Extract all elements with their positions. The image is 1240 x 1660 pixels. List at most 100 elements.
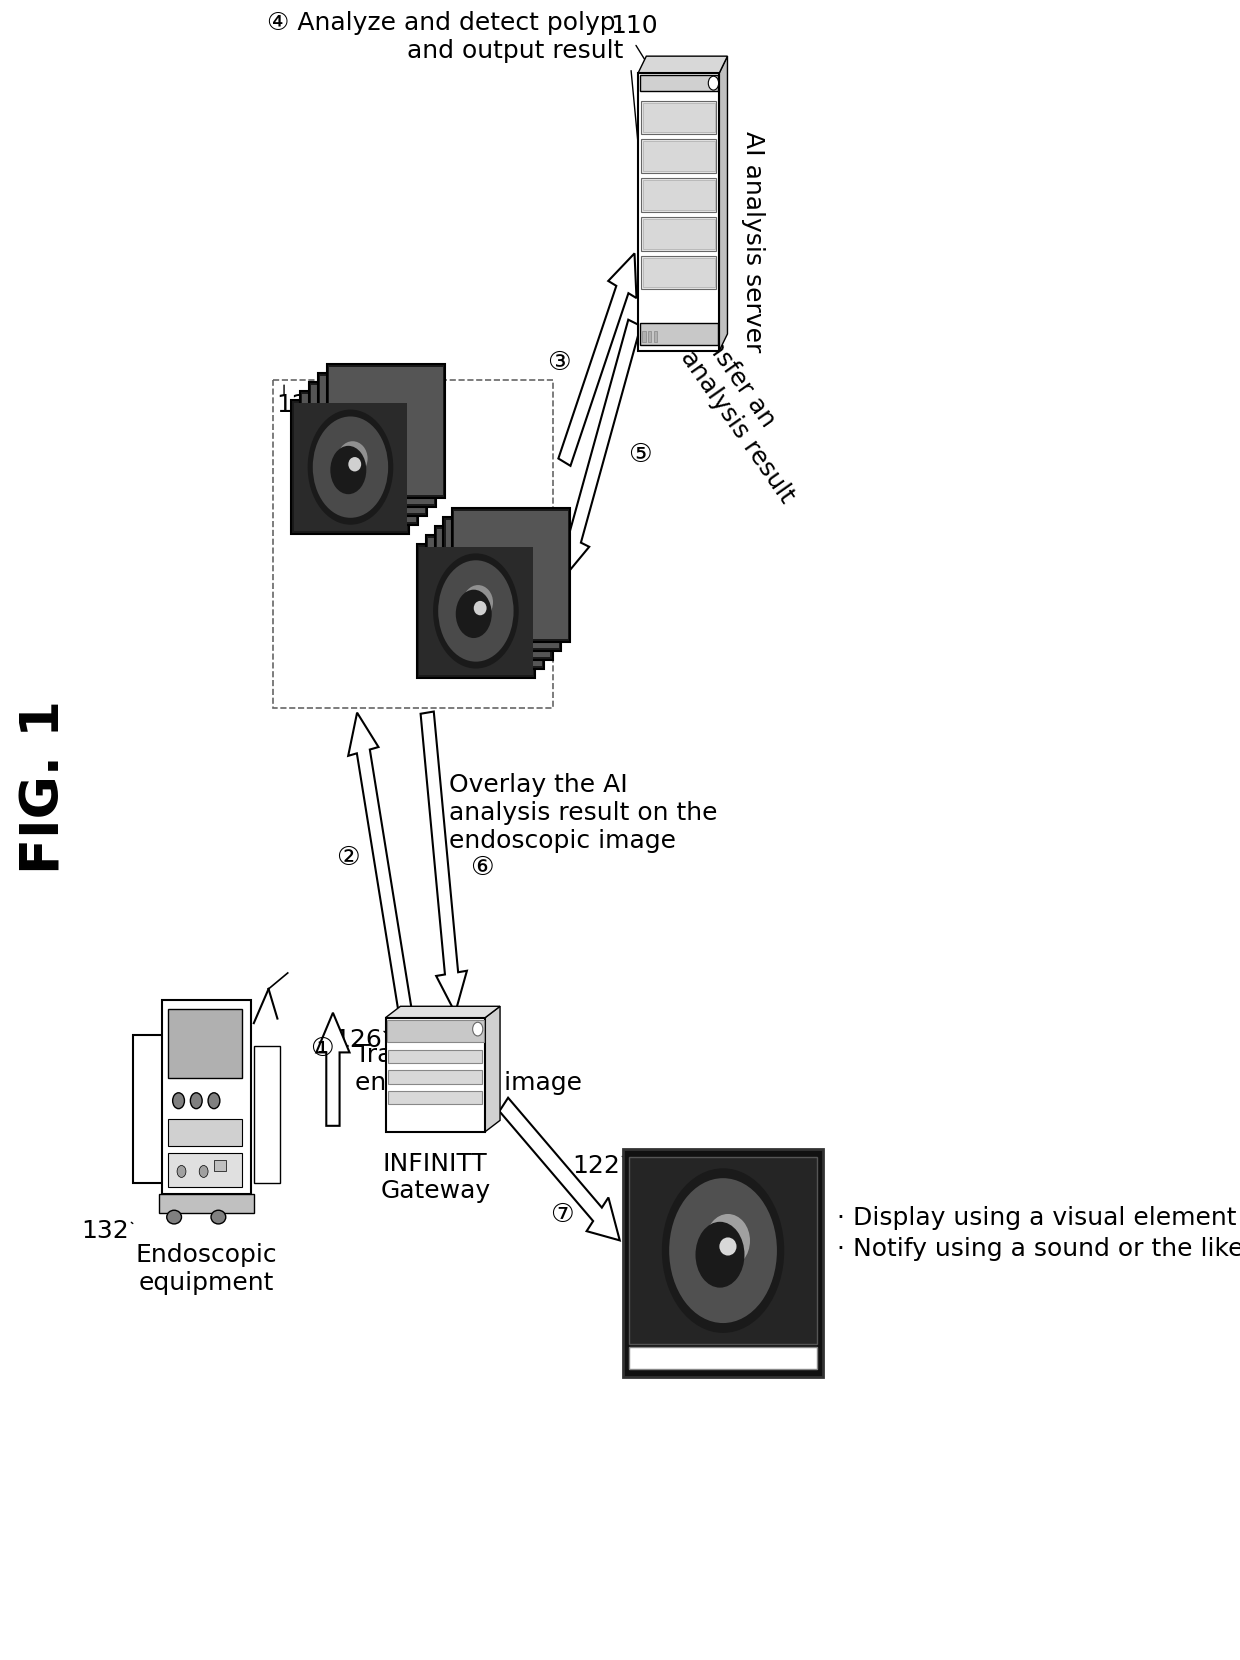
Ellipse shape bbox=[166, 1210, 181, 1223]
Ellipse shape bbox=[474, 601, 486, 616]
Bar bbox=[641, 217, 717, 251]
Text: 110: 110 bbox=[610, 13, 658, 38]
Bar bbox=[291, 400, 409, 535]
Bar bbox=[162, 1001, 250, 1194]
Bar bbox=[425, 535, 544, 669]
Bar bbox=[630, 1157, 817, 1345]
Bar bbox=[160, 1194, 254, 1212]
Text: · Notify using a sound or the like: · Notify using a sound or the like bbox=[837, 1237, 1240, 1262]
Circle shape bbox=[662, 1169, 784, 1333]
Circle shape bbox=[708, 76, 719, 90]
Polygon shape bbox=[560, 320, 641, 576]
Bar bbox=[653, 330, 657, 342]
Bar bbox=[169, 1119, 242, 1147]
Bar bbox=[169, 1154, 242, 1187]
Circle shape bbox=[696, 1222, 744, 1288]
Bar bbox=[329, 367, 443, 495]
Ellipse shape bbox=[348, 457, 361, 471]
Bar bbox=[445, 520, 559, 647]
Bar bbox=[419, 548, 533, 676]
Ellipse shape bbox=[337, 442, 367, 476]
Bar bbox=[387, 1019, 484, 1042]
Circle shape bbox=[330, 447, 366, 495]
Ellipse shape bbox=[463, 584, 494, 619]
Circle shape bbox=[472, 1023, 482, 1036]
Circle shape bbox=[200, 1165, 208, 1177]
Text: ②: ② bbox=[336, 845, 360, 872]
Bar bbox=[641, 101, 717, 134]
Bar bbox=[311, 385, 425, 513]
Text: AI analysis server: AI analysis server bbox=[740, 131, 765, 352]
Text: Overlay the AI
analysis result on the
endoscopic image: Overlay the AI analysis result on the en… bbox=[449, 774, 718, 853]
Circle shape bbox=[208, 1092, 219, 1109]
Ellipse shape bbox=[211, 1210, 226, 1223]
Bar bbox=[388, 1071, 482, 1084]
Circle shape bbox=[456, 589, 492, 637]
Text: Transmit an
endoscopic image: Transmit an endoscopic image bbox=[355, 1044, 582, 1096]
Text: 120: 120 bbox=[277, 393, 325, 417]
Bar bbox=[320, 377, 434, 505]
Bar bbox=[327, 365, 445, 498]
Circle shape bbox=[308, 410, 393, 525]
Bar bbox=[647, 330, 651, 342]
Polygon shape bbox=[420, 712, 467, 1013]
Bar bbox=[215, 1160, 226, 1172]
Circle shape bbox=[312, 417, 388, 518]
Bar bbox=[642, 257, 715, 287]
Circle shape bbox=[670, 1179, 777, 1323]
Text: ④ Analyze and detect polyp,
   and output result: ④ Analyze and detect polyp, and output r… bbox=[267, 12, 624, 63]
Text: ⑦: ⑦ bbox=[549, 1202, 574, 1228]
Text: 122: 122 bbox=[572, 1154, 620, 1179]
Bar bbox=[640, 322, 718, 345]
Text: Transfer an
AI analysis result: Transfer an AI analysis result bbox=[657, 304, 821, 508]
Bar bbox=[642, 141, 715, 171]
Text: 132: 132 bbox=[82, 1218, 129, 1243]
Bar bbox=[434, 526, 553, 661]
Circle shape bbox=[191, 1092, 202, 1109]
Bar bbox=[641, 178, 717, 212]
Circle shape bbox=[433, 553, 518, 669]
Circle shape bbox=[438, 561, 513, 662]
Polygon shape bbox=[485, 1006, 500, 1132]
Ellipse shape bbox=[706, 1213, 750, 1268]
Bar bbox=[309, 382, 428, 516]
Bar bbox=[630, 1346, 817, 1369]
Bar bbox=[300, 392, 418, 525]
Bar bbox=[641, 256, 717, 289]
Text: Endoscopic
equipment: Endoscopic equipment bbox=[135, 1243, 278, 1295]
Bar bbox=[317, 374, 436, 508]
Text: ③: ③ bbox=[547, 350, 570, 375]
Polygon shape bbox=[500, 1097, 620, 1240]
Polygon shape bbox=[719, 56, 728, 350]
Bar bbox=[273, 380, 553, 707]
Bar bbox=[444, 518, 562, 651]
Bar bbox=[417, 544, 534, 677]
Circle shape bbox=[172, 1092, 185, 1109]
Circle shape bbox=[177, 1165, 186, 1177]
Bar bbox=[254, 1046, 280, 1184]
Polygon shape bbox=[639, 56, 728, 73]
Bar bbox=[641, 139, 717, 173]
Text: ①: ① bbox=[310, 1036, 334, 1062]
Text: ⑤: ⑤ bbox=[629, 442, 652, 468]
Polygon shape bbox=[558, 254, 636, 466]
Text: 126: 126 bbox=[334, 1028, 382, 1051]
Polygon shape bbox=[348, 712, 412, 1014]
Text: ⑥: ⑥ bbox=[470, 855, 494, 881]
Polygon shape bbox=[386, 1006, 500, 1018]
Bar bbox=[303, 393, 417, 523]
Text: · Display using a visual element: · Display using a visual element bbox=[837, 1205, 1238, 1230]
Bar bbox=[642, 103, 715, 131]
Bar bbox=[133, 1034, 165, 1184]
Text: INFINITT
Gateway: INFINITT Gateway bbox=[381, 1152, 490, 1204]
Bar bbox=[639, 73, 719, 350]
Text: FIG. 1: FIG. 1 bbox=[19, 701, 71, 875]
Bar bbox=[428, 538, 542, 666]
Bar bbox=[624, 1149, 822, 1378]
Ellipse shape bbox=[719, 1237, 737, 1255]
Bar bbox=[642, 330, 646, 342]
Bar bbox=[642, 219, 715, 249]
Polygon shape bbox=[316, 1013, 350, 1125]
Bar bbox=[453, 508, 570, 642]
Bar bbox=[294, 403, 407, 531]
